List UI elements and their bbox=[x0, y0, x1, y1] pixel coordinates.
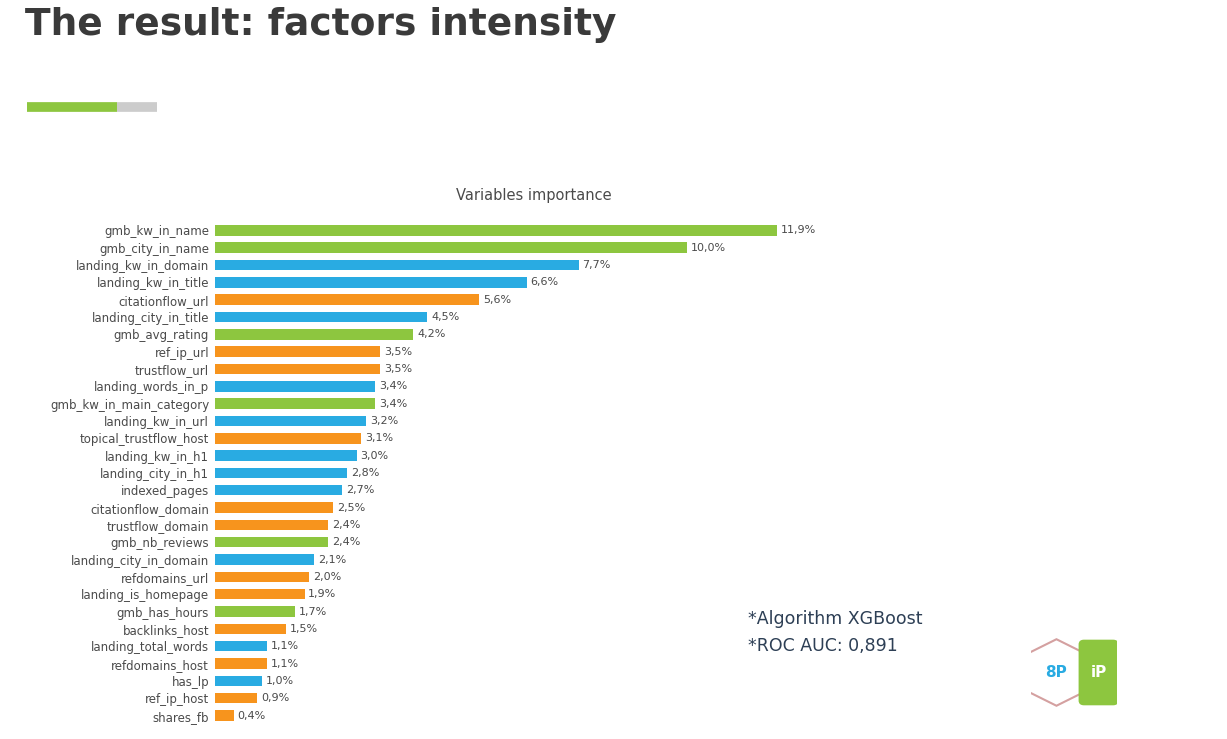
Bar bbox=[215, 520, 328, 530]
Text: 3,5%: 3,5% bbox=[384, 364, 412, 374]
Text: Variables importance: Variables importance bbox=[456, 188, 611, 203]
Bar bbox=[215, 260, 579, 270]
Text: The result: factors intensity: The result: factors intensity bbox=[25, 7, 616, 44]
Text: *Algorithm XGBoost
*ROC AUC: 0,891: *Algorithm XGBoost *ROC AUC: 0,891 bbox=[748, 610, 923, 655]
Text: 2,4%: 2,4% bbox=[333, 520, 361, 530]
Text: iP: iP bbox=[1091, 665, 1107, 680]
Bar bbox=[215, 294, 480, 305]
Bar bbox=[215, 398, 375, 409]
Bar bbox=[215, 468, 347, 478]
FancyBboxPatch shape bbox=[1080, 641, 1118, 704]
Text: 8P: 8P bbox=[1045, 665, 1067, 680]
Bar bbox=[215, 503, 333, 513]
Text: 1,0%: 1,0% bbox=[266, 676, 294, 686]
Text: 2,7%: 2,7% bbox=[346, 486, 374, 495]
Text: 5,6%: 5,6% bbox=[483, 295, 512, 304]
Bar bbox=[215, 485, 342, 495]
Bar bbox=[215, 329, 413, 339]
Bar bbox=[215, 554, 314, 565]
Text: 1,9%: 1,9% bbox=[308, 589, 336, 599]
Bar bbox=[215, 675, 263, 686]
Text: 3,5%: 3,5% bbox=[384, 347, 412, 357]
Bar bbox=[215, 624, 286, 634]
Text: 2,4%: 2,4% bbox=[333, 537, 361, 548]
Bar bbox=[215, 312, 427, 322]
Text: 2,1%: 2,1% bbox=[318, 554, 346, 565]
Text: 2,0%: 2,0% bbox=[313, 572, 341, 582]
Text: 6,6%: 6,6% bbox=[530, 277, 558, 287]
Bar bbox=[215, 347, 380, 357]
Text: 7,7%: 7,7% bbox=[583, 260, 611, 270]
Text: 4,5%: 4,5% bbox=[431, 312, 459, 322]
Bar bbox=[215, 451, 357, 461]
Text: 1,1%: 1,1% bbox=[270, 658, 298, 669]
Text: 2,5%: 2,5% bbox=[336, 503, 364, 513]
Bar bbox=[215, 225, 777, 236]
Bar bbox=[215, 589, 304, 599]
Bar bbox=[215, 572, 309, 582]
Bar bbox=[215, 693, 258, 704]
Text: 3,4%: 3,4% bbox=[379, 381, 407, 392]
Bar bbox=[215, 381, 375, 392]
Text: 2,8%: 2,8% bbox=[351, 468, 379, 478]
Bar bbox=[215, 433, 361, 443]
Text: 0,9%: 0,9% bbox=[261, 693, 290, 704]
Text: 0,4%: 0,4% bbox=[237, 711, 266, 721]
Text: 1,5%: 1,5% bbox=[290, 624, 318, 634]
Bar bbox=[215, 641, 266, 652]
Text: 3,4%: 3,4% bbox=[379, 398, 407, 409]
Text: 1,7%: 1,7% bbox=[299, 607, 328, 616]
Bar bbox=[215, 416, 366, 426]
Bar bbox=[215, 537, 328, 548]
Text: 3,0%: 3,0% bbox=[361, 451, 389, 460]
Text: 4,2%: 4,2% bbox=[417, 330, 445, 339]
Bar bbox=[215, 710, 233, 721]
Bar bbox=[215, 658, 266, 669]
Bar bbox=[215, 242, 687, 253]
Text: 3,1%: 3,1% bbox=[364, 433, 393, 443]
Text: 10,0%: 10,0% bbox=[691, 242, 726, 253]
Text: 11,9%: 11,9% bbox=[780, 225, 816, 235]
Text: 1,1%: 1,1% bbox=[270, 641, 298, 651]
Text: 3,2%: 3,2% bbox=[369, 416, 398, 426]
Bar bbox=[215, 364, 380, 374]
Bar bbox=[215, 607, 294, 617]
Bar bbox=[215, 277, 526, 287]
